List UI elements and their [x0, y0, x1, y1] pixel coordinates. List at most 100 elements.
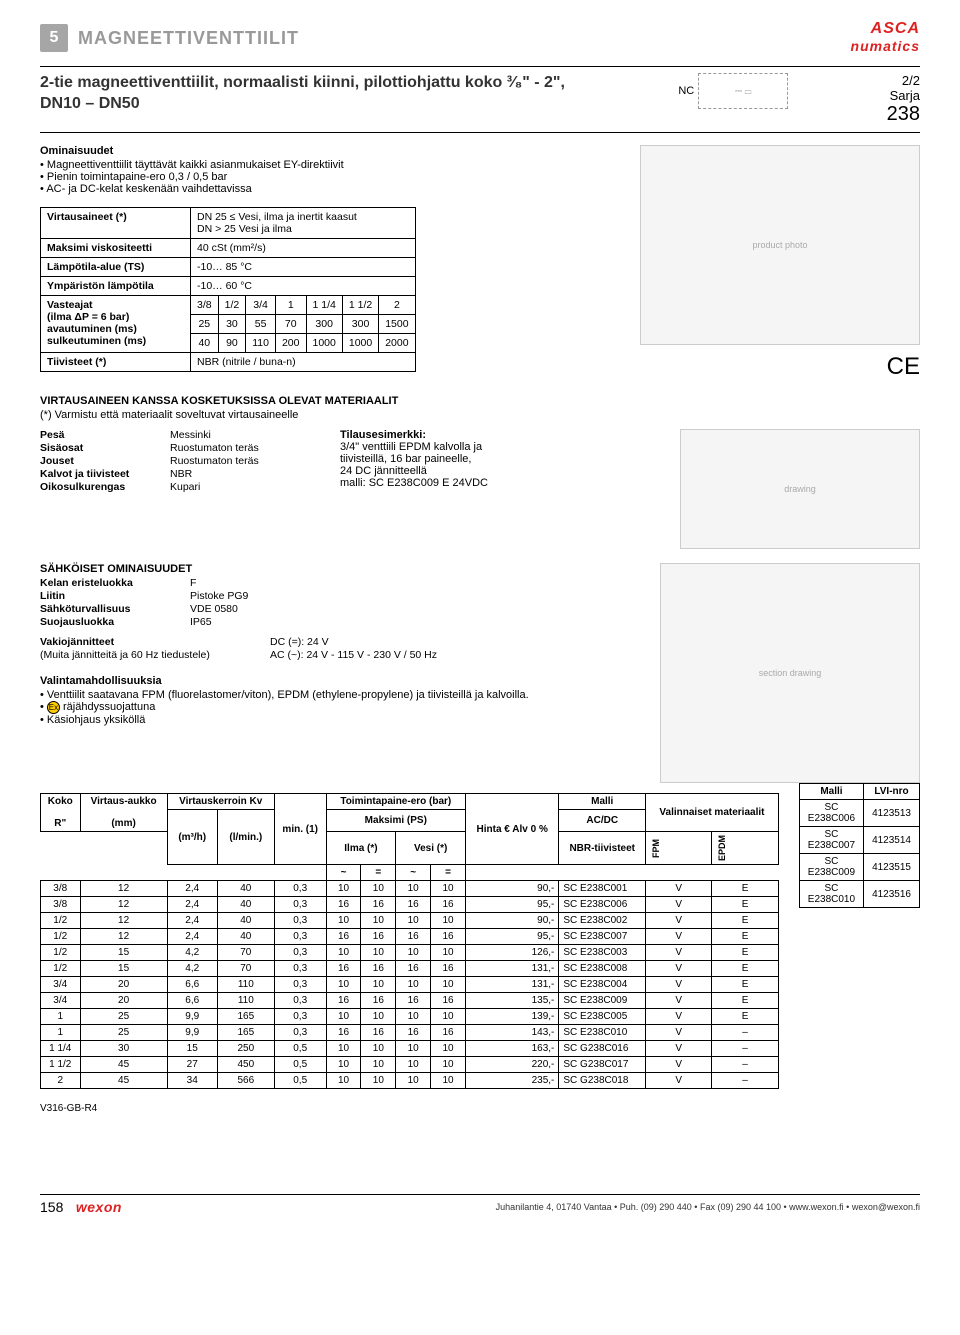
table-cell: 30: [80, 1041, 167, 1057]
table-cell: 16: [361, 897, 396, 913]
order-line: malli: SC E238C009 E 24VDC: [340, 477, 488, 489]
table-cell: E: [712, 929, 778, 945]
section-drawing: section drawing: [660, 563, 920, 783]
table-cell: 135,-: [466, 993, 559, 1009]
order-line: tiivisteillä, 16 bar paineelle,: [340, 453, 488, 465]
th-toim: Toimintapaine-ero (bar): [326, 794, 465, 810]
th-sym: =: [431, 865, 466, 881]
table-cell: 1 1/2: [41, 1057, 81, 1073]
table-cell: SC E238C001: [559, 881, 646, 897]
table-cell: 16: [326, 993, 361, 1009]
table-cell: 450: [217, 1057, 274, 1073]
table-cell: 16: [396, 1025, 431, 1041]
table-cell: 95,-: [466, 897, 559, 913]
lvi-h2: LVI-nro: [864, 784, 920, 800]
spec-label: Lämpötila-alue (TS): [41, 258, 191, 277]
rt-open: 70: [275, 315, 306, 334]
rt-h: 1/2: [218, 296, 246, 315]
category-title: MAGNEETTIVENTTIILIT: [78, 28, 299, 49]
mat-k: Sisäosat: [40, 442, 170, 454]
page: 5 MAGNEETTIVENTTIILIT ASCA numatics 2-ti…: [0, 0, 960, 1227]
table-cell: 126,-: [466, 945, 559, 961]
option-item: Käsiohjaus yksiköllä: [40, 714, 640, 726]
rt-open: 25: [191, 315, 219, 334]
table-cell: 10: [326, 881, 361, 897]
elec-k: Liitin: [40, 590, 190, 602]
table-cell: 6,6: [167, 977, 217, 993]
response-label: Vasteajat (ilma ΔP = 6 bar) avautuminen …: [41, 296, 191, 353]
table-row: 3/8122,4400,31616161695,-SC E238C006VE: [41, 897, 779, 913]
table-cell: 70: [217, 961, 274, 977]
table-row: 1259,91650,310101010139,-SC E238C005VE: [41, 1009, 779, 1025]
table-cell: 143,-: [466, 1025, 559, 1041]
table-cell: 40: [217, 897, 274, 913]
table-row: 3/4206,61100,316161616135,-SC E238C009VE: [41, 993, 779, 1009]
spec-label: Virtausaineet (*): [41, 208, 191, 239]
table-cell: 10: [431, 1057, 466, 1073]
rt-close: 1000: [306, 334, 342, 353]
mat-k: Oikosulkurengas: [40, 481, 170, 493]
main-table: KokoR" Virtaus-aukko(mm) Virtauskerroin …: [40, 793, 779, 1089]
table-cell: 2: [41, 1073, 81, 1089]
table-cell: SC E238C009: [559, 993, 646, 1009]
th-kv: Virtauskerroin Kv: [167, 794, 274, 810]
features-heading: Ominaisuudet: [40, 145, 600, 157]
table-cell: 0,5: [274, 1073, 326, 1089]
main-table-body: 3/8122,4400,31010101090,-SC E238C001VE3/…: [41, 881, 779, 1089]
table-cell: 25: [80, 1009, 167, 1025]
table-cell: 1/2: [41, 913, 81, 929]
materials-heading: VIRTAUSAINEEN KANSSA KOSKETUKSISSA OLEVA…: [40, 395, 920, 407]
mat-v: NBR: [170, 468, 320, 480]
table-cell: 3/8: [41, 881, 81, 897]
table-cell: 10: [326, 913, 361, 929]
series-box: 2/2 Sarja 238: [887, 73, 920, 126]
table-cell: V: [646, 1041, 712, 1057]
table-cell: 40: [217, 929, 274, 945]
table-cell: E: [712, 961, 778, 977]
table-row: 1259,91650,316161616143,-SC E238C010V–: [41, 1025, 779, 1041]
table-cell: E: [712, 993, 778, 1009]
mat-v: Messinki: [170, 429, 320, 441]
table-cell: 27: [167, 1057, 217, 1073]
table-cell: 16: [396, 961, 431, 977]
table-row: 1 1/245274500,510101010220,-SC G238C017V…: [41, 1057, 779, 1073]
table-cell: 10: [431, 881, 466, 897]
th-hinta: Hinta € Alv 0 %: [466, 794, 559, 865]
table-cell: 20: [80, 993, 167, 1009]
rt-close: 110: [246, 334, 276, 353]
product-photo: product photo: [640, 145, 920, 345]
table-cell: 16: [431, 1025, 466, 1041]
table-cell: –: [712, 1073, 778, 1089]
table-row: SC E238C0074123514: [799, 827, 919, 854]
table-cell: 10: [396, 977, 431, 993]
spec-table: Virtausaineet (*) DN 25 ≤ Vesi, ilma ja …: [40, 207, 416, 372]
table-cell: 3/4: [41, 993, 81, 1009]
table-cell: 0,3: [274, 977, 326, 993]
table-cell: 10: [431, 1073, 466, 1089]
th-maks: Maksimi (PS): [326, 810, 465, 832]
th-vesi: Vesi (*): [396, 832, 466, 865]
lvi-h1: Malli: [799, 784, 863, 800]
spec-label: Ympäristön lämpötila: [41, 277, 191, 296]
rt-open: 55: [246, 315, 276, 334]
th-epdm: EPDM: [712, 832, 778, 865]
table-cell: 10: [326, 945, 361, 961]
product-title: 2-tie magneettiventtiilit, normaalisti k…: [40, 73, 580, 115]
table-cell: 0,3: [274, 913, 326, 929]
table-cell: SC E238C003: [559, 945, 646, 961]
table-row: 1/2154,2700,310101010126,-SC E238C003VE: [41, 945, 779, 961]
table-cell: 4123513: [864, 800, 920, 827]
table-cell: 16: [361, 961, 396, 977]
rt-open: 30: [218, 315, 246, 334]
elec-k: Kelan eristeluokka: [40, 577, 190, 589]
wexon-logo: wexon: [76, 1199, 122, 1215]
table-cell: 9,9: [167, 1025, 217, 1041]
table-cell: 10: [326, 1073, 361, 1089]
table-cell: 6,6: [167, 993, 217, 1009]
table-cell: 250: [217, 1041, 274, 1057]
table-cell: SC E238C006: [559, 897, 646, 913]
th-aukko: Virtaus-aukko(mm): [80, 794, 167, 832]
table-cell: V: [646, 1073, 712, 1089]
table-cell: 9,9: [167, 1009, 217, 1025]
table-cell: 16: [326, 929, 361, 945]
